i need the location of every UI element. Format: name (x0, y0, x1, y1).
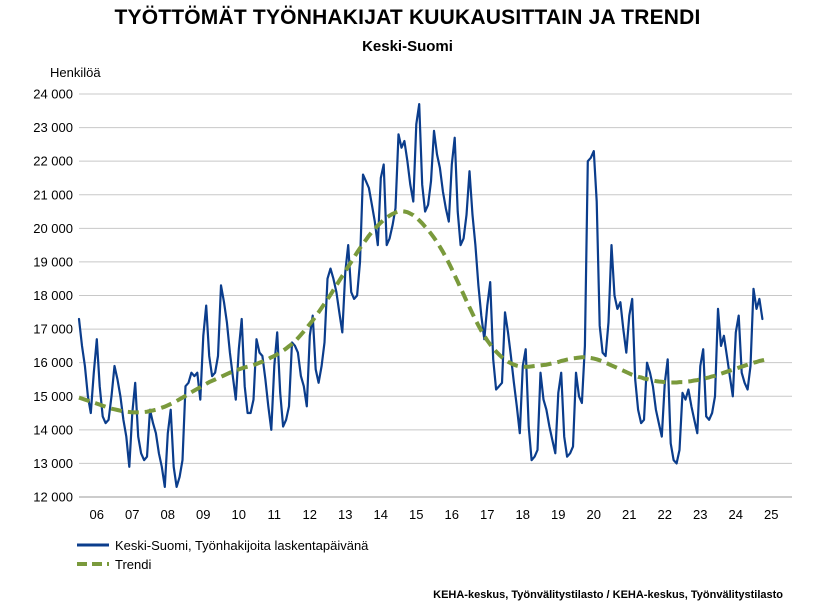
x-tick-label-16: 16 (445, 507, 459, 522)
y-axis-ticks: 12 000 13 000 14 000 15 000 16 000 17 000 18 0… (33, 87, 73, 505)
y-tick-label-18000: 18 000 (33, 288, 73, 303)
x-tick-label-25: 25 (764, 507, 778, 522)
y-tick-label-24000: 24 000 (33, 87, 73, 102)
x-tick-label-21: 21 (622, 507, 636, 522)
x-axis-ticks: 06 07 08 09 10 11 12 13 14 15 16 17 18 19 20 21 22 23 24 25 (90, 507, 779, 522)
x-tick-label-08: 08 (161, 507, 175, 522)
x-tick-label-10: 10 (232, 507, 246, 522)
x-tick-label-15: 15 (409, 507, 423, 522)
x-tick-label-09: 09 (196, 507, 210, 522)
x-tick-label-06: 06 (90, 507, 104, 522)
x-tick-label-19: 19 (551, 507, 565, 522)
gridlines (79, 93, 792, 498)
y-tick-label-19000: 19 000 (33, 254, 73, 269)
y-tick-label-12000: 12 000 (33, 490, 73, 505)
y-tick-label-13000: 13 000 (33, 456, 73, 471)
x-tick-label-12: 12 (303, 507, 317, 522)
y-tick-label-17000: 17 000 (33, 322, 73, 337)
y-tick-label-23000: 23 000 (33, 120, 73, 135)
y-tick-label-21000: 21 000 (33, 187, 73, 202)
x-tick-label-23: 23 (693, 507, 707, 522)
series-line-trendi (78, 209, 766, 415)
chart-title: TYÖTTÖMÄT TYÖNHAKIJAT KUUKAUSITTAIN JA T… (114, 6, 701, 29)
y-tick-label-20000: 20 000 (33, 221, 73, 236)
chart-subtitle: Keski-Suomi (362, 38, 453, 55)
x-tick-label-17: 17 (480, 507, 494, 522)
legend-label-keski-suomi: Keski-Suomi, Työnhakijoita laskentapäivä… (115, 538, 369, 553)
legend-label-trendi: Trendi (115, 557, 151, 572)
series-line-keski-suomi (77, 103, 764, 488)
y-tick-label-14000: 14 000 (33, 422, 73, 437)
x-tick-label-20: 20 (587, 507, 601, 522)
x-tick-label-18: 18 (516, 507, 530, 522)
x-tick-label-22: 22 (658, 507, 672, 522)
x-tick-label-14: 14 (374, 507, 388, 522)
y-tick-label-15000: 15 000 (33, 389, 73, 404)
x-tick-label-24: 24 (729, 507, 743, 522)
series-layer (77, 103, 766, 488)
y-axis-label: Henkilöä (50, 65, 101, 80)
y-tick-label-22000: 22 000 (33, 154, 73, 169)
x-tick-label-07: 07 (125, 507, 139, 522)
source-note: KEHA-keskus, Työnvälitystilasto / KEHA-k… (433, 589, 783, 601)
x-tick-label-13: 13 (338, 507, 352, 522)
x-tick-label-11: 11 (268, 507, 282, 522)
legend: Keski-Suomi, Työnhakijoita laskentapäivä… (77, 538, 369, 572)
y-tick-label-16000: 16 000 (33, 355, 73, 370)
